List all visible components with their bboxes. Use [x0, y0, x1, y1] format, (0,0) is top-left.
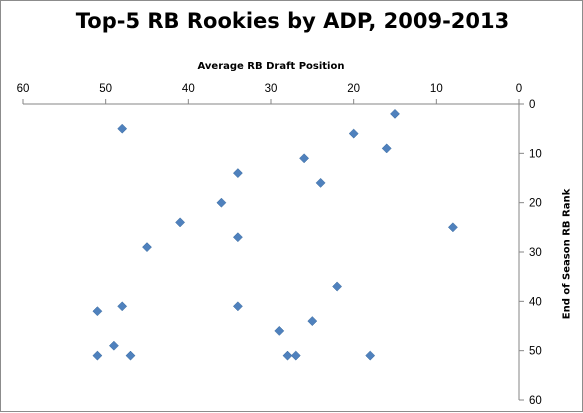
data-point [282, 350, 293, 361]
data-point [117, 123, 128, 134]
x-tick-label: 0 [516, 83, 522, 95]
y-tick-label: 10 [529, 148, 542, 160]
data-point [290, 350, 301, 361]
data-point [299, 153, 310, 164]
x-tick-label: 10 [430, 83, 443, 95]
data-point [117, 301, 128, 312]
x-axis-title: Average RB Draft Position [197, 61, 345, 72]
data-point [92, 350, 103, 361]
data-point [142, 242, 152, 253]
data-point [175, 217, 186, 228]
data-point [307, 316, 318, 327]
x-tick-label: 50 [99, 83, 112, 95]
data-point [447, 222, 458, 233]
data-point [232, 232, 243, 243]
data-point [365, 350, 376, 361]
x-tick-label: 30 [265, 83, 278, 95]
y-tick-label: 30 [529, 247, 542, 259]
data-point [348, 128, 359, 139]
data-point [108, 340, 119, 351]
y-tick-label: 60 [529, 395, 542, 407]
data-point [274, 325, 285, 336]
data-point [332, 281, 343, 292]
x-tick-label: 60 [17, 83, 30, 95]
y-tick-label: 40 [529, 296, 542, 308]
data-point [216, 197, 227, 208]
data-point [390, 108, 400, 119]
data-point [381, 143, 392, 154]
data-point [125, 350, 136, 361]
y-tick-label: 20 [529, 198, 542, 210]
y-tick-label: 50 [529, 346, 542, 358]
data-point [92, 306, 103, 317]
data-point [232, 301, 243, 312]
data-point [232, 168, 243, 179]
y-tick-label: 0 [529, 99, 535, 111]
data-point [315, 177, 326, 188]
x-tick-label: 20 [347, 83, 360, 95]
x-tick-label: 40 [182, 83, 195, 95]
chart-title: Top-5 RB Rookies by ADP, 2009-2013 [75, 9, 510, 33]
